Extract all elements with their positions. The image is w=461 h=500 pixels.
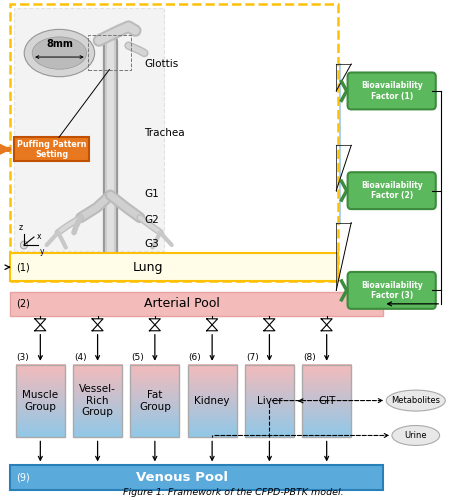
Text: G2: G2 xyxy=(144,215,159,225)
Text: Figure 1. Framework of the CFPD-PBTK model.: Figure 1. Framework of the CFPD-PBTK mod… xyxy=(123,488,343,497)
Bar xyxy=(302,364,351,437)
Bar xyxy=(73,364,122,437)
Text: Bioavailability
Factor (1): Bioavailability Factor (1) xyxy=(361,81,423,100)
FancyBboxPatch shape xyxy=(348,172,436,209)
Text: (4): (4) xyxy=(74,352,87,362)
Ellipse shape xyxy=(32,37,87,70)
Text: Trachea: Trachea xyxy=(144,128,185,138)
Text: Kidney: Kidney xyxy=(195,396,230,406)
Text: Venous Pool: Venous Pool xyxy=(136,472,228,484)
Text: Glottis: Glottis xyxy=(144,59,179,69)
Text: (2): (2) xyxy=(16,299,30,309)
Text: (5): (5) xyxy=(131,352,144,362)
Text: Bioavailability
Factor (3): Bioavailability Factor (3) xyxy=(361,280,423,300)
Text: Vessel-
Rich
Group: Vessel- Rich Group xyxy=(79,384,116,418)
Bar xyxy=(10,254,337,281)
Bar xyxy=(10,466,383,490)
Ellipse shape xyxy=(386,390,445,411)
Text: y: y xyxy=(39,247,44,256)
Text: Bioavailability
Factor (2): Bioavailability Factor (2) xyxy=(361,181,423,201)
Text: G3: G3 xyxy=(144,239,159,249)
Text: GIT: GIT xyxy=(318,396,335,406)
Text: Arterial Pool: Arterial Pool xyxy=(144,298,220,310)
FancyBboxPatch shape xyxy=(348,72,436,110)
Bar xyxy=(14,138,89,161)
Bar xyxy=(10,4,337,281)
Text: Liver: Liver xyxy=(257,396,282,406)
Bar xyxy=(10,292,383,316)
Text: z: z xyxy=(18,223,23,232)
Text: (9): (9) xyxy=(16,473,30,483)
Ellipse shape xyxy=(392,426,440,446)
Text: x: x xyxy=(37,232,41,240)
Bar xyxy=(245,364,294,437)
Circle shape xyxy=(20,241,28,249)
Text: (6): (6) xyxy=(189,352,201,362)
Text: Muscle
Group: Muscle Group xyxy=(22,390,59,411)
Bar xyxy=(188,364,236,437)
Text: (7): (7) xyxy=(246,352,259,362)
Text: (1): (1) xyxy=(16,262,30,272)
FancyBboxPatch shape xyxy=(348,272,436,309)
Text: Urine: Urine xyxy=(404,431,427,440)
Text: (3): (3) xyxy=(17,352,30,362)
Text: Lung: Lung xyxy=(132,260,163,274)
Text: 8mm: 8mm xyxy=(46,39,73,49)
Bar xyxy=(16,364,65,437)
Text: Metabolites: Metabolites xyxy=(391,396,440,405)
Text: Puffing Pattern
Setting: Puffing Pattern Setting xyxy=(17,140,86,159)
Ellipse shape xyxy=(24,30,95,76)
Text: Fat
Group: Fat Group xyxy=(139,390,171,411)
Text: (8): (8) xyxy=(303,352,316,362)
Text: G1: G1 xyxy=(144,189,159,199)
Bar xyxy=(130,364,179,437)
Bar xyxy=(88,34,131,70)
Bar xyxy=(14,8,164,251)
